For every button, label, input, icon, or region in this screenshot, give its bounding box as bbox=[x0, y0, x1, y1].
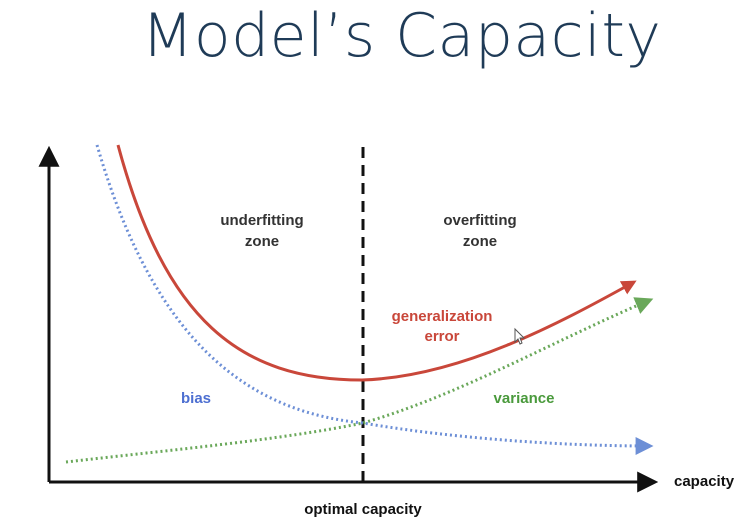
variance-label: variance bbox=[494, 390, 555, 407]
generalization-error-label-line1: generalization bbox=[392, 308, 493, 325]
slide-title: Model’s Capacity bbox=[141, 1, 662, 71]
optimal-capacity-label: optimal capacity bbox=[304, 501, 422, 518]
bias-curve bbox=[95, 144, 654, 455]
generalization-error-curve bbox=[116, 144, 637, 382]
generalization-error-label-line2: error bbox=[424, 328, 459, 345]
underfitting-zone-label-line2: zone bbox=[245, 233, 279, 250]
overfitting-zone-label-line2: zone bbox=[463, 233, 497, 250]
overfitting-zone-label-line1: overfitting bbox=[443, 212, 516, 229]
x-axis-label: capacity bbox=[674, 473, 735, 490]
bias-label: bias bbox=[181, 390, 211, 407]
underfitting-zone-label-line1: underfitting bbox=[220, 212, 303, 229]
mouse-cursor-icon bbox=[514, 327, 526, 345]
